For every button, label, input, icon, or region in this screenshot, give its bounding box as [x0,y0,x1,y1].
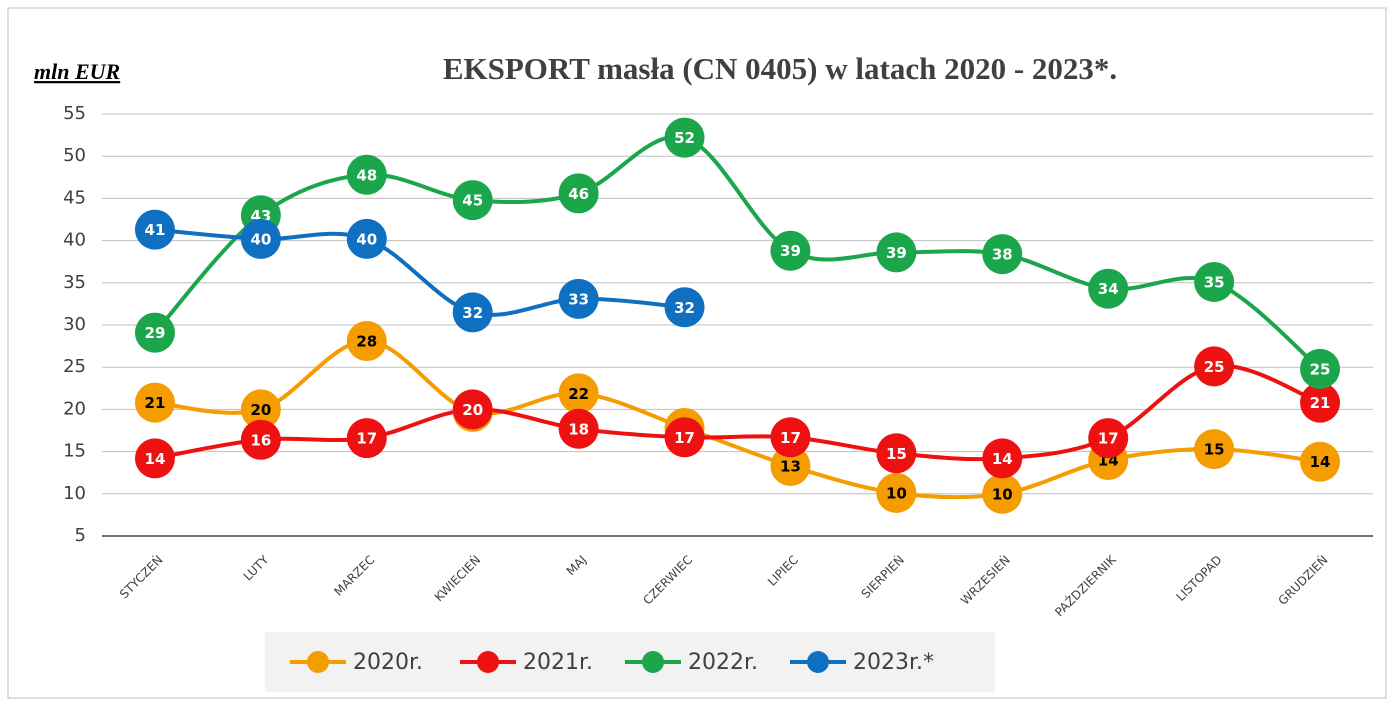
data-label: 34 [1098,280,1119,298]
data-point [346,218,387,259]
data-point [770,230,811,271]
data-point [346,154,387,195]
data-point [664,287,705,328]
data-label: 21 [145,394,166,412]
data-label: 17 [780,429,801,447]
data-point [876,472,917,513]
data-point [1088,268,1129,309]
data-point [240,218,281,259]
data-point [1194,346,1235,387]
data-label: 17 [674,429,695,447]
data-point [134,382,175,423]
data-label: 14 [992,450,1013,468]
data-point [982,234,1023,275]
data-point [452,180,493,221]
legend-marker [307,651,329,673]
y-tick-label: 25 [63,356,86,377]
data-label: 16 [250,431,271,449]
data-label: 41 [145,221,166,239]
data-point [346,321,387,362]
data-point [664,117,705,158]
data-label: 20 [250,401,271,419]
data-point [452,389,493,430]
y-tick-label: 35 [63,272,86,293]
data-point [558,278,599,319]
data-label: 14 [145,450,166,468]
legend-label: 2021r. [523,650,593,675]
data-label: 48 [356,166,377,184]
data-label: 14 [1310,453,1331,471]
data-label: 40 [250,230,271,248]
y-tick-label: 5 [75,525,86,546]
data-label: 28 [356,333,377,351]
y-tick-label: 40 [63,230,86,251]
legend-marker [477,651,499,673]
data-label: 21 [1310,394,1331,412]
y-tick-label: 50 [63,145,86,166]
data-label: 46 [568,185,589,203]
data-point [558,373,599,414]
data-label: 13 [780,457,801,475]
data-label: 10 [886,484,907,502]
data-point [134,438,175,479]
data-label: 17 [356,430,377,448]
data-label: 22 [568,385,589,403]
data-label: 39 [886,244,907,262]
legend-label: 2023r.* [853,650,934,675]
data-label: 45 [462,192,483,210]
data-point [1300,382,1341,423]
data-label: 17 [1098,430,1119,448]
data-point [558,173,599,214]
data-point [876,433,917,474]
data-point [1194,261,1235,302]
data-point [452,292,493,333]
y-tick-label: 15 [63,441,86,462]
data-label: 20 [462,401,483,419]
data-point [876,232,917,273]
data-label: 32 [462,304,483,322]
data-label: 25 [1310,360,1331,378]
data-label: 40 [356,230,377,248]
legend-label: 2020r. [353,650,423,675]
data-label: 25 [1204,358,1225,376]
y-tick-label: 55 [63,103,86,124]
data-point [1194,429,1235,470]
y-tick-label: 10 [63,483,86,504]
y-tick-label: 30 [63,314,86,335]
data-label: 52 [674,129,695,147]
chart-title: EKSPORT masła (CN 0405) w latach 2020 - … [443,51,1117,86]
legend-marker [642,651,664,673]
data-label: 10 [992,485,1013,503]
data-point [664,417,705,458]
data-point [770,417,811,458]
data-point [240,419,281,460]
data-point [1300,441,1341,482]
y-tick-label: 20 [63,398,86,419]
data-point [134,312,175,353]
data-point [558,408,599,449]
data-label: 35 [1204,273,1225,291]
data-point [982,473,1023,514]
data-point [1088,418,1129,459]
data-label: 18 [568,420,589,438]
data-point [346,418,387,459]
data-label: 33 [568,290,589,308]
legend-label: 2022r. [688,650,758,675]
data-point [982,438,1023,479]
data-point [240,389,281,430]
data-point [134,209,175,250]
data-label: 38 [992,246,1013,264]
data-label: 15 [886,445,907,463]
data-label: 15 [1204,441,1225,459]
y-tick-label: 45 [63,187,86,208]
data-point [770,445,811,486]
data-label: 39 [780,242,801,260]
data-point [1300,348,1341,389]
data-label: 32 [674,299,695,317]
data-label: 29 [145,324,166,342]
y-axis-label: mln EUR [34,59,120,84]
legend-marker [807,651,829,673]
